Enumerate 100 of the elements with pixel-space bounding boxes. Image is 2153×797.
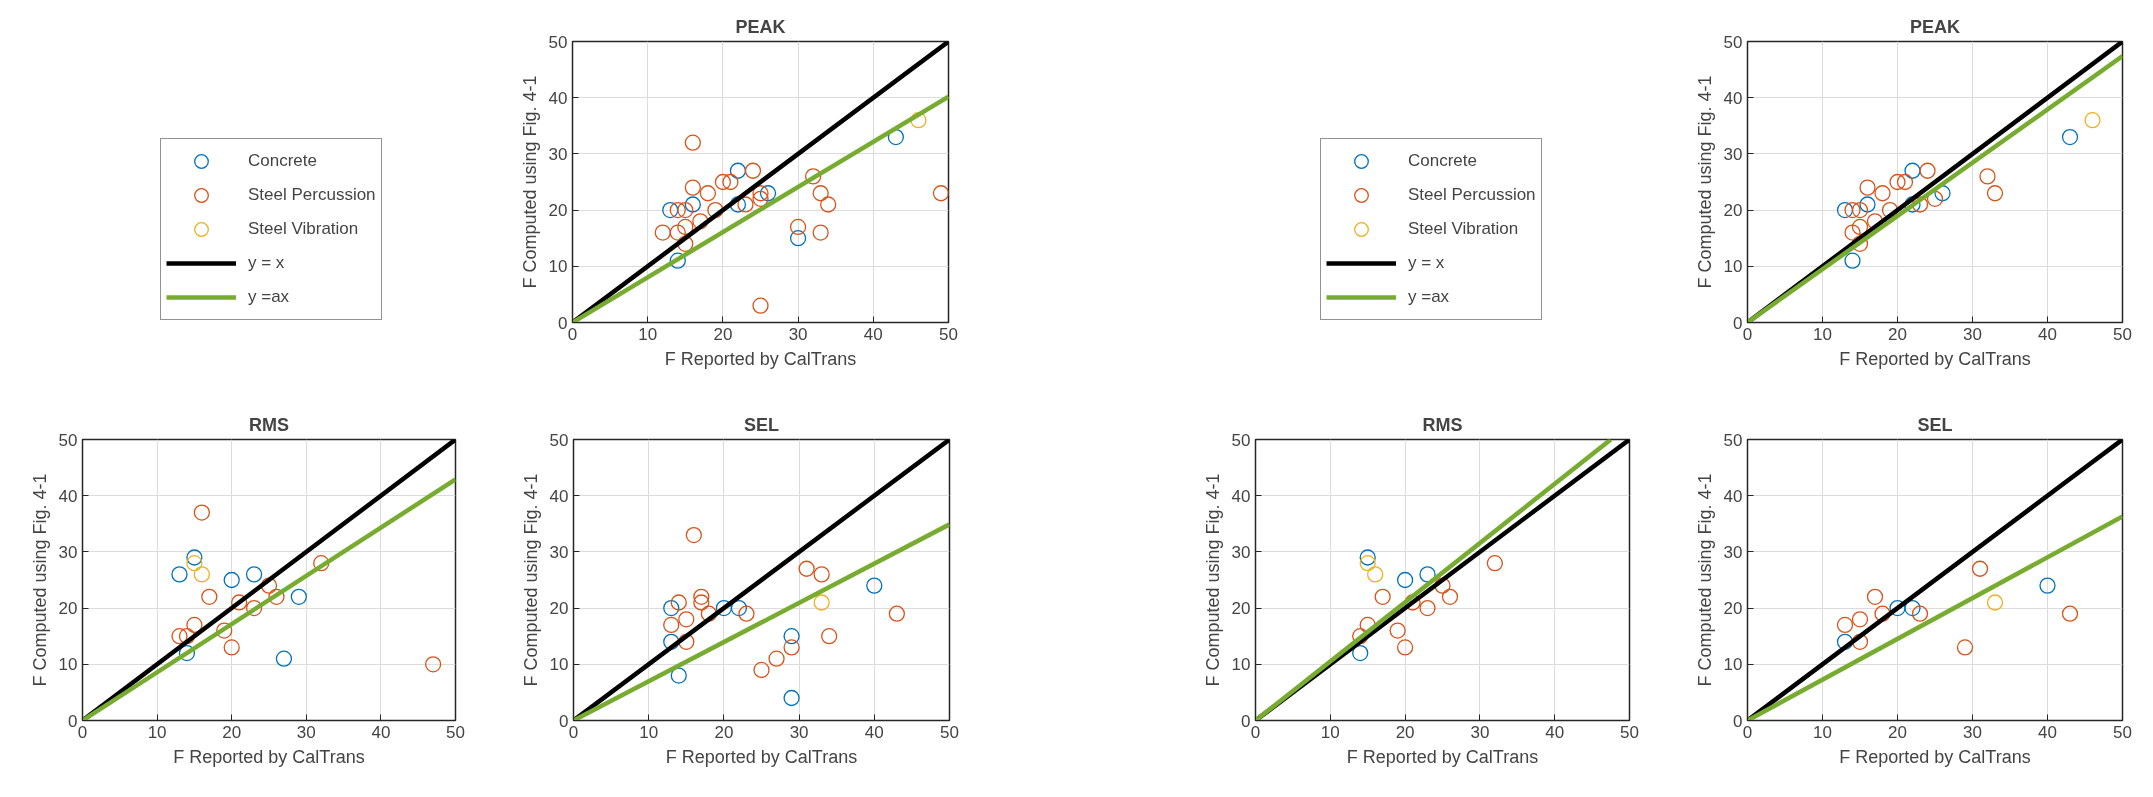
x-tick-label: 40 <box>2038 324 2057 344</box>
x-axis-title: F Reported by CalTrans <box>1839 746 2031 767</box>
point <box>699 185 717 202</box>
x-tick-label: 10 <box>1320 722 1340 742</box>
y-tick-label: 20 <box>548 201 568 221</box>
x-tick-label: 50 <box>2113 324 2132 344</box>
point <box>759 185 777 202</box>
point <box>753 661 770 679</box>
x-tick-label: 40 <box>2038 722 2057 742</box>
point <box>1419 599 1436 617</box>
x-tick-label: 10 <box>147 722 167 742</box>
x-tick-label: 20 <box>1888 722 1907 742</box>
point <box>290 588 307 605</box>
y-tick-label: 50 <box>58 430 78 450</box>
legend-label: Steel Percussion <box>248 184 376 206</box>
point <box>1389 622 1406 639</box>
point <box>2084 112 2101 129</box>
point <box>714 173 732 191</box>
chart-title: PEAK <box>1910 16 1961 37</box>
x-axis-title: F Reported by CalTrans <box>1346 746 1539 767</box>
point <box>744 162 762 179</box>
y-tick-label: 10 <box>1723 655 1743 675</box>
point <box>1396 639 1414 656</box>
point <box>1374 588 1391 605</box>
point <box>1911 196 1929 213</box>
point <box>693 594 710 611</box>
point <box>275 650 293 667</box>
point <box>821 628 838 645</box>
x-tick-label: 30 <box>1963 722 1982 742</box>
point <box>1359 555 1376 572</box>
point <box>1979 168 1996 185</box>
y-tick-label: 20 <box>549 599 569 619</box>
legend-label: Concrete <box>1408 150 1477 172</box>
chart-title: SEL <box>744 414 780 435</box>
y-tick-label: 40 <box>58 486 78 506</box>
x-tick-label: 40 <box>371 722 391 742</box>
point <box>685 526 702 544</box>
point <box>171 628 188 645</box>
point <box>670 594 687 611</box>
x-axis-title: F Reported by CalTrans <box>1839 348 2031 369</box>
point <box>715 599 733 617</box>
x-tick-label: 50 <box>1620 722 1639 742</box>
point <box>1851 633 1869 650</box>
legend-label: Steel Percussion <box>1408 184 1536 206</box>
legend-label: y = x <box>248 252 285 274</box>
x-tick-label: 40 <box>863 324 883 344</box>
point <box>678 633 695 650</box>
point <box>669 201 686 219</box>
x-tick-label: 30 <box>1470 722 1490 742</box>
point <box>245 599 263 617</box>
point <box>1874 185 1891 202</box>
y-tick-label: 40 <box>1231 486 1251 506</box>
legend-label: Concrete <box>248 150 317 172</box>
chart-title: RMS <box>249 414 289 435</box>
point <box>820 196 837 213</box>
point <box>910 112 927 129</box>
x-tick-label: 50 <box>446 722 465 742</box>
y-tick-label: 20 <box>1723 201 1743 221</box>
point <box>313 555 330 572</box>
chart-title: RMS <box>1422 414 1463 435</box>
point <box>1367 566 1384 583</box>
point <box>752 297 769 314</box>
point <box>1836 633 1854 650</box>
y-tick-label: 30 <box>1231 542 1251 562</box>
point <box>798 560 815 577</box>
y-axis-title: F Computed using Fig. 4-1 <box>1202 473 1223 687</box>
point <box>245 566 263 583</box>
x-tick-label: 20 <box>1395 722 1415 742</box>
x-tick-label: 10 <box>638 324 658 344</box>
point <box>186 549 203 566</box>
point <box>932 185 949 202</box>
point <box>1904 599 1921 617</box>
point <box>1396 571 1414 589</box>
point <box>684 196 701 213</box>
point <box>216 622 233 639</box>
point <box>669 224 686 241</box>
point <box>738 605 755 622</box>
y-tick-label: 30 <box>548 144 568 164</box>
point <box>684 179 701 196</box>
point <box>193 566 211 583</box>
y-axis-title: F Computed using Fig. 4-1 <box>29 473 50 687</box>
point <box>866 577 883 594</box>
point <box>186 555 203 572</box>
x-tick-label: 50 <box>939 324 958 344</box>
point <box>684 134 701 151</box>
x-tick-label: 30 <box>1963 324 1982 344</box>
y-tick-label: 10 <box>1723 257 1743 277</box>
point <box>677 235 694 252</box>
y-tick-label: 50 <box>1723 32 1743 52</box>
point <box>1859 179 1876 196</box>
legend-label: y = x <box>1408 252 1445 274</box>
y-tick-label: 30 <box>1723 542 1743 562</box>
point <box>789 230 807 247</box>
point <box>1359 549 1376 566</box>
y-tick-label: 20 <box>1231 599 1251 619</box>
point <box>813 594 830 611</box>
x-tick-label: 10 <box>1813 722 1832 742</box>
point <box>1844 201 1861 219</box>
legend-label: y =ax <box>248 286 290 308</box>
point <box>201 588 218 605</box>
